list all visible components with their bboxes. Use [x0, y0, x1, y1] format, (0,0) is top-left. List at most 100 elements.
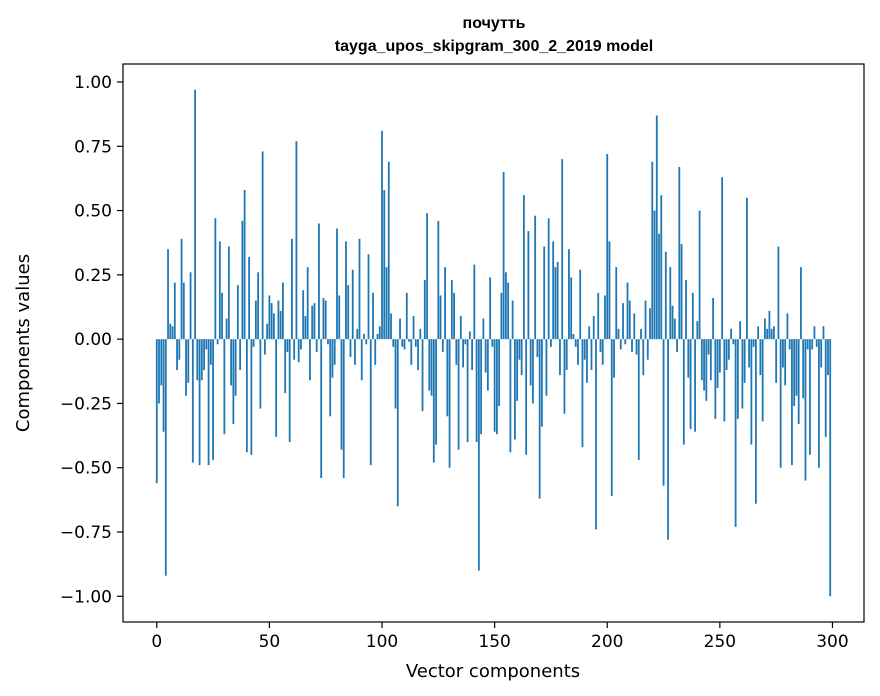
bar — [500, 292, 503, 340]
bar — [390, 313, 392, 340]
bar — [610, 339, 613, 496]
bar — [189, 272, 192, 340]
bar — [164, 339, 167, 576]
bar — [441, 339, 444, 352]
bar — [552, 241, 555, 340]
bar — [678, 166, 681, 340]
bar — [324, 300, 327, 340]
bar — [718, 339, 721, 373]
bar — [775, 339, 778, 383]
bar — [739, 321, 742, 340]
bar — [714, 339, 717, 419]
bar — [696, 321, 699, 340]
bar — [270, 303, 273, 340]
bar — [511, 300, 514, 340]
bar — [588, 326, 591, 340]
bar — [338, 295, 341, 340]
bar — [712, 298, 714, 340]
bar — [254, 300, 257, 340]
bar — [619, 339, 622, 350]
bar — [385, 267, 388, 340]
x-tick-label: 300 — [816, 632, 848, 652]
bar — [160, 339, 163, 386]
bar — [381, 130, 383, 340]
bar — [486, 339, 489, 391]
bar — [581, 339, 584, 448]
bar — [423, 280, 426, 340]
bar — [187, 339, 190, 383]
bar — [606, 154, 609, 340]
bar — [302, 290, 305, 340]
bar — [642, 339, 645, 376]
bar — [734, 339, 737, 527]
bar — [583, 339, 586, 360]
bar — [716, 339, 719, 388]
bar — [155, 339, 158, 484]
bar — [207, 339, 210, 466]
bar — [369, 339, 372, 466]
bar — [457, 339, 460, 450]
bar — [658, 233, 660, 340]
bar — [782, 339, 784, 368]
bar — [764, 318, 766, 340]
bar — [504, 272, 507, 340]
bar — [667, 339, 669, 540]
bar — [173, 282, 176, 340]
bar — [644, 300, 647, 340]
bar — [529, 339, 532, 386]
bar — [333, 339, 336, 365]
bar — [430, 339, 433, 396]
bar — [396, 339, 399, 507]
bar — [435, 339, 437, 445]
bar — [811, 339, 814, 350]
bar — [291, 238, 293, 340]
bar — [745, 197, 748, 340]
bar — [822, 326, 825, 340]
bar — [599, 339, 602, 352]
bar — [329, 339, 332, 417]
y-tick-label: 0.75 — [74, 137, 112, 157]
bar — [297, 339, 300, 363]
x-tick-label: 150 — [478, 632, 510, 652]
bar — [788, 339, 791, 350]
bar — [236, 285, 239, 340]
bar — [532, 339, 534, 404]
bar — [259, 339, 262, 409]
bar — [637, 339, 640, 460]
bar — [509, 339, 512, 453]
bar — [538, 339, 541, 499]
bar — [768, 310, 771, 340]
bar — [730, 328, 733, 340]
bar — [374, 339, 377, 365]
bar — [158, 339, 160, 404]
bar — [365, 339, 368, 345]
bar — [450, 280, 453, 340]
y-tick-label: −0.75 — [60, 523, 112, 543]
bar — [547, 218, 550, 340]
bar — [432, 339, 435, 463]
bar — [284, 339, 287, 394]
x-axis-ticks: 0 50 100 150 200 250 300 — [151, 622, 849, 652]
bar — [277, 300, 280, 340]
bar — [428, 339, 431, 391]
bar — [653, 210, 656, 340]
bar — [633, 313, 636, 340]
bar — [662, 339, 665, 486]
bar — [518, 339, 521, 360]
bar — [482, 318, 485, 340]
bar — [523, 195, 525, 340]
bar — [694, 339, 696, 432]
bar — [541, 339, 543, 427]
bar — [455, 339, 458, 365]
bar — [608, 241, 611, 340]
x-axis-label: Vector components — [406, 661, 580, 682]
bar — [471, 339, 473, 370]
bar — [651, 161, 654, 340]
bar — [797, 339, 800, 424]
bar — [700, 339, 703, 381]
y-tick-label: 0.25 — [74, 266, 112, 286]
bar — [565, 339, 568, 370]
bar — [480, 339, 483, 435]
bar — [417, 339, 419, 370]
bar — [419, 328, 422, 340]
